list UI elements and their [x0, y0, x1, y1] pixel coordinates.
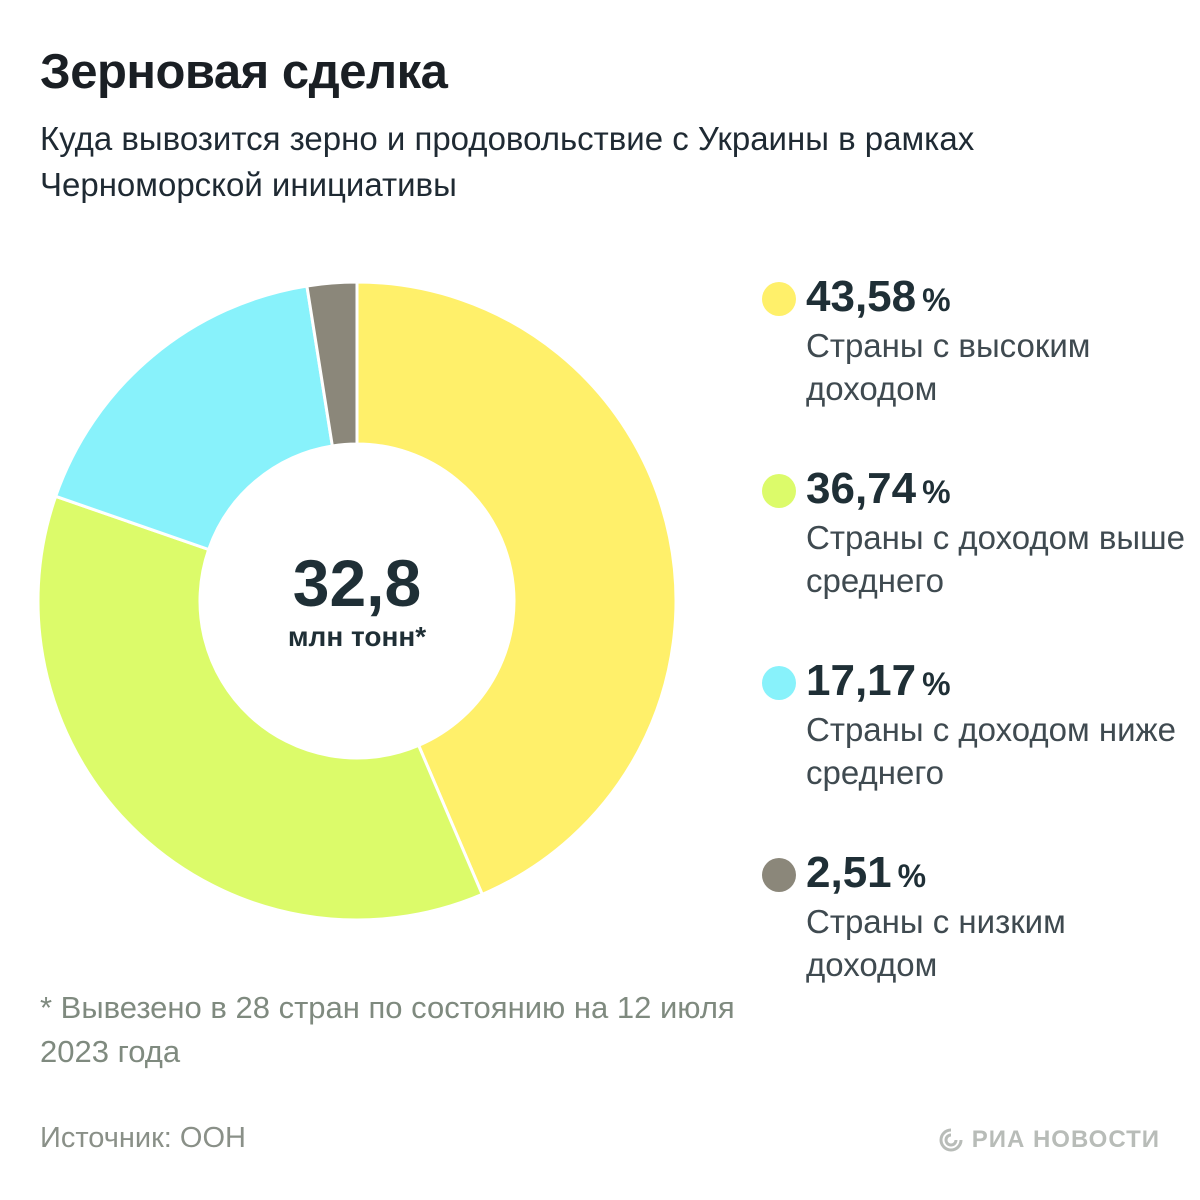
legend-label-lower-middle-income: Страны с доходом ниже среднего [806, 711, 1176, 791]
donut-slice-high-income [355, 280, 678, 897]
legend-item-lower-middle-income: 17,17% Страны с доходом ниже среднего [762, 656, 1182, 848]
legend-item-upper-middle-income: 36,74% Страны с доходом выше среднего [762, 464, 1185, 656]
legend-dot-low-income [762, 858, 796, 892]
legend-label-high-income: Страны с высоким доходом [806, 327, 1091, 407]
donut-slice-low-income [305, 280, 359, 448]
ria-novosti-logo: РИА НОВОСТИ [938, 1126, 1160, 1154]
legend-value-lower-middle-income: 17,17% [806, 656, 951, 705]
legend-dot-upper-middle-income [762, 474, 796, 508]
legend: 43,58% Страны с высоким доходом 36,74% С… [762, 272, 1185, 1040]
donut-slice-lower-middle-income [53, 284, 335, 552]
legend-dot-high-income [762, 282, 796, 316]
legend-item-low-income: 2,51% Страны с низким доходом [762, 848, 1182, 1040]
source-note: Источник: ООН [40, 1122, 246, 1154]
footnote: * Вывезено в 28 стран по состоянию на 12… [40, 990, 735, 1069]
legend-label-upper-middle-income: Страны с доходом выше среднего [806, 519, 1185, 599]
ria-novosti-logo-icon [939, 1128, 963, 1152]
ria-novosti-logo-text: РИА НОВОСТИ [971, 1126, 1160, 1153]
donut-slice-upper-middle-income [36, 494, 485, 922]
center-total-unit: млн тонн* [287, 621, 427, 652]
chart-subtitle: Куда вывозится зерно и продовольствие с … [40, 120, 975, 203]
legend-value-upper-middle-income: 36,74% [806, 464, 951, 513]
legend-dot-lower-middle-income [762, 666, 796, 700]
legend-value-high-income: 43,58% [806, 272, 951, 321]
center-total-value: 32,8 [292, 546, 422, 620]
legend-label-low-income: Страны с низким доходом [806, 903, 1066, 983]
chart-title: Зерновая сделка [40, 45, 448, 99]
legend-value-low-income: 2,51% [806, 848, 927, 897]
legend-item-high-income: 43,58% Страны с высоким доходом [762, 272, 1182, 464]
